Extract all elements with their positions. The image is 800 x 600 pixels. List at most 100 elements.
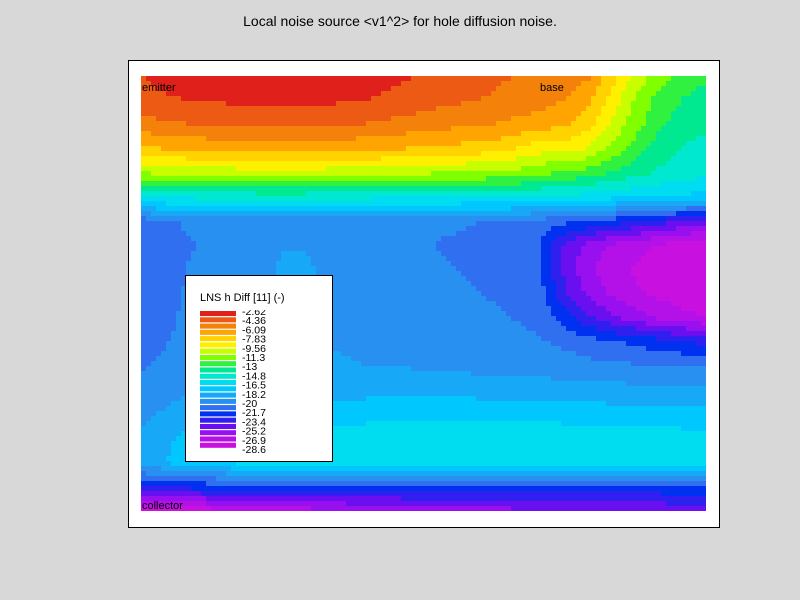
heatmap-cell <box>461 96 467 102</box>
heatmap-cell <box>601 196 607 202</box>
heatmap-cell <box>546 221 552 227</box>
heatmap-cell <box>316 126 322 132</box>
heatmap-cell <box>291 181 297 187</box>
heatmap-cell <box>241 156 247 162</box>
heatmap-cell <box>411 266 417 272</box>
heatmap-cell <box>241 256 247 262</box>
heatmap-cell <box>616 261 622 267</box>
heatmap-cell <box>556 91 562 97</box>
heatmap-cell <box>396 286 402 292</box>
heatmap-cell <box>156 246 162 252</box>
heatmap-cell <box>316 266 322 272</box>
heatmap-cell <box>621 191 627 197</box>
heatmap-cell <box>616 131 622 137</box>
heatmap-cell <box>346 76 352 82</box>
heatmap-cell <box>656 91 662 97</box>
heatmap-cell <box>571 261 577 267</box>
heatmap-cell <box>306 81 312 87</box>
heatmap-cell <box>221 186 227 192</box>
heatmap-cell <box>236 96 242 102</box>
heatmap-cell <box>246 216 252 222</box>
heatmap-cell <box>191 81 197 87</box>
heatmap-cell <box>631 291 637 297</box>
heatmap-cell <box>251 241 257 247</box>
heatmap-cell <box>561 181 567 187</box>
heatmap-cell <box>536 96 542 102</box>
heatmap-cell <box>271 141 277 147</box>
heatmap-cell <box>471 171 477 177</box>
heatmap-cell <box>611 216 617 222</box>
heatmap-cell <box>181 271 187 277</box>
heatmap-cell <box>461 101 467 107</box>
heatmap-cell <box>636 266 642 272</box>
heatmap-cell <box>326 201 332 207</box>
heatmap-cell <box>521 251 527 257</box>
heatmap-cell <box>176 196 182 202</box>
heatmap-cell <box>651 196 657 202</box>
heatmap-cell <box>626 91 632 97</box>
heatmap-cell <box>201 206 207 212</box>
heatmap-cell <box>436 76 442 82</box>
heatmap-cell <box>506 181 512 187</box>
heatmap-cell <box>181 231 187 237</box>
heatmap-cell <box>141 141 147 147</box>
heatmap-cell <box>561 106 567 112</box>
heatmap-cell <box>516 251 522 257</box>
heatmap-cell <box>346 171 352 177</box>
heatmap-cell <box>226 256 232 262</box>
heatmap-cell <box>211 101 217 107</box>
heatmap-cell <box>631 126 637 132</box>
heatmap-cell <box>201 111 207 117</box>
heatmap-cell <box>141 111 147 117</box>
heatmap-cell <box>326 211 332 217</box>
heatmap-cell <box>281 76 287 82</box>
heatmap-cell <box>546 96 552 102</box>
heatmap-cell <box>416 106 422 112</box>
heatmap-cell <box>456 211 462 217</box>
heatmap-cell <box>256 261 262 267</box>
heatmap-cell <box>251 191 257 197</box>
heatmap-cell <box>266 216 272 222</box>
heatmap-cell <box>341 116 347 122</box>
heatmap-cell <box>521 151 527 157</box>
heatmap-cell <box>551 211 557 217</box>
heatmap-cell <box>431 176 437 182</box>
heatmap-cell <box>161 276 167 282</box>
heatmap-cell <box>241 76 247 82</box>
heatmap-cell <box>596 216 602 222</box>
heatmap-cell <box>481 126 487 132</box>
heatmap-cell <box>691 111 697 117</box>
heatmap-cell <box>526 241 532 247</box>
heatmap-cell <box>421 136 427 142</box>
heatmap-cell <box>456 86 462 92</box>
heatmap-cell <box>466 251 472 257</box>
heatmap-cell <box>571 241 577 247</box>
heatmap-cell <box>491 181 497 187</box>
heatmap-cell <box>226 221 232 227</box>
heatmap-cell <box>436 146 442 152</box>
heatmap-cell <box>701 101 706 107</box>
heatmap-cell <box>176 96 182 102</box>
heatmap-cell <box>386 216 392 222</box>
heatmap-cell <box>211 231 217 237</box>
heatmap-cell <box>181 126 187 132</box>
heatmap-cell <box>541 161 547 167</box>
heatmap-cell <box>451 181 457 187</box>
heatmap-cell <box>251 146 257 152</box>
heatmap-cell <box>381 96 387 102</box>
heatmap-cell <box>306 196 312 202</box>
heatmap-cell <box>381 211 387 217</box>
heatmap-cell <box>696 261 702 267</box>
heatmap-cell <box>501 101 507 107</box>
heatmap-cell <box>146 206 152 212</box>
heatmap-cell <box>506 161 512 167</box>
heatmap-cell <box>556 126 562 132</box>
heatmap-cell <box>266 196 272 202</box>
heatmap-cell <box>616 116 622 122</box>
heatmap-cell <box>596 96 602 102</box>
heatmap-cell <box>151 251 157 257</box>
heatmap-cell <box>156 261 162 267</box>
heatmap-cell <box>366 216 372 222</box>
heatmap-cell <box>251 266 257 272</box>
heatmap-cell <box>231 251 237 257</box>
